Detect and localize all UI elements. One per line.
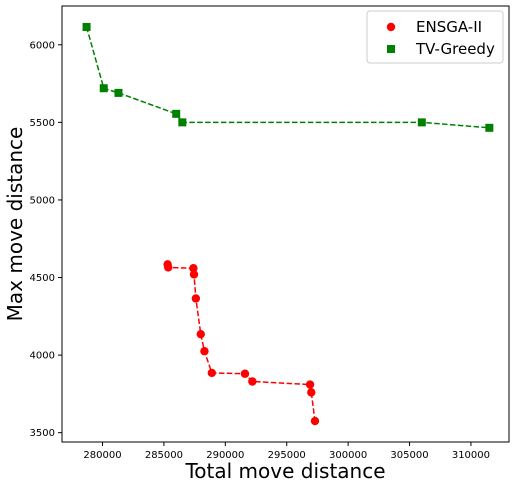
ensga-ii-point [310,416,320,426]
y-tick-label: 6000 [30,40,55,51]
y-tick-label: 5000 [30,195,55,206]
tv-greedy-point [417,118,426,127]
y-axis-ticks: 3500 4000 4500 5000 5500 6000 [30,40,62,439]
x-tick-label: 280000 [83,450,121,461]
y-tick-label: 4000 [30,351,55,362]
x-axis-ticks: 280000 285000 290000 295000 300000 305000 3100… [83,442,490,461]
ensga-ii-point [200,347,209,356]
legend-label-ensga-ii: ENSGA-II [416,18,482,36]
x-tick-label: 285000 [145,450,183,461]
y-tick-label: 5500 [30,118,55,129]
ensga-ii-point [189,264,198,273]
ensga-ii-point [248,377,257,386]
plot-frame [61,5,510,443]
y-axis-label: Max move distance [3,127,27,322]
x-tick-label: 300000 [329,450,367,461]
ensga-ii-point [307,388,316,397]
x-tick-label: 290000 [206,450,244,461]
legend-box [366,10,504,64]
ensga-ii-point [191,294,201,303]
x-tick-label: 295000 [268,450,306,461]
tv-greedy-point [114,88,123,97]
x-tick-label: 305000 [390,450,428,461]
ensga-ii-line [166,264,316,422]
ensga-ii-point [207,368,217,378]
ensga-ii-point [189,270,199,279]
x-axis-label: Total move distance [184,459,385,483]
ensga-ii-point [196,329,205,339]
tv-greedy-point [485,123,494,132]
tv-greedy-point [82,22,91,31]
y-tick-label: 4500 [30,273,55,284]
ensga-ii-point [305,380,315,389]
legend-label-tv-greedy: TV-Greedy [415,40,495,58]
legend-marker-tv-greedy [387,45,395,53]
y-tick-label: 3500 [30,428,55,439]
tv-greedy-point [99,84,108,93]
x-tick-label: 310000 [452,450,490,461]
ensga-ii-point [164,263,173,272]
ensga-ii-point [240,369,250,378]
legend-marker-ensga-ii [386,22,396,32]
tv-greedy-point [178,118,187,127]
tv-greedy-point [172,109,181,118]
legend: ENSGA-II TV-Greedy [366,10,504,64]
series-layer [82,22,494,426]
